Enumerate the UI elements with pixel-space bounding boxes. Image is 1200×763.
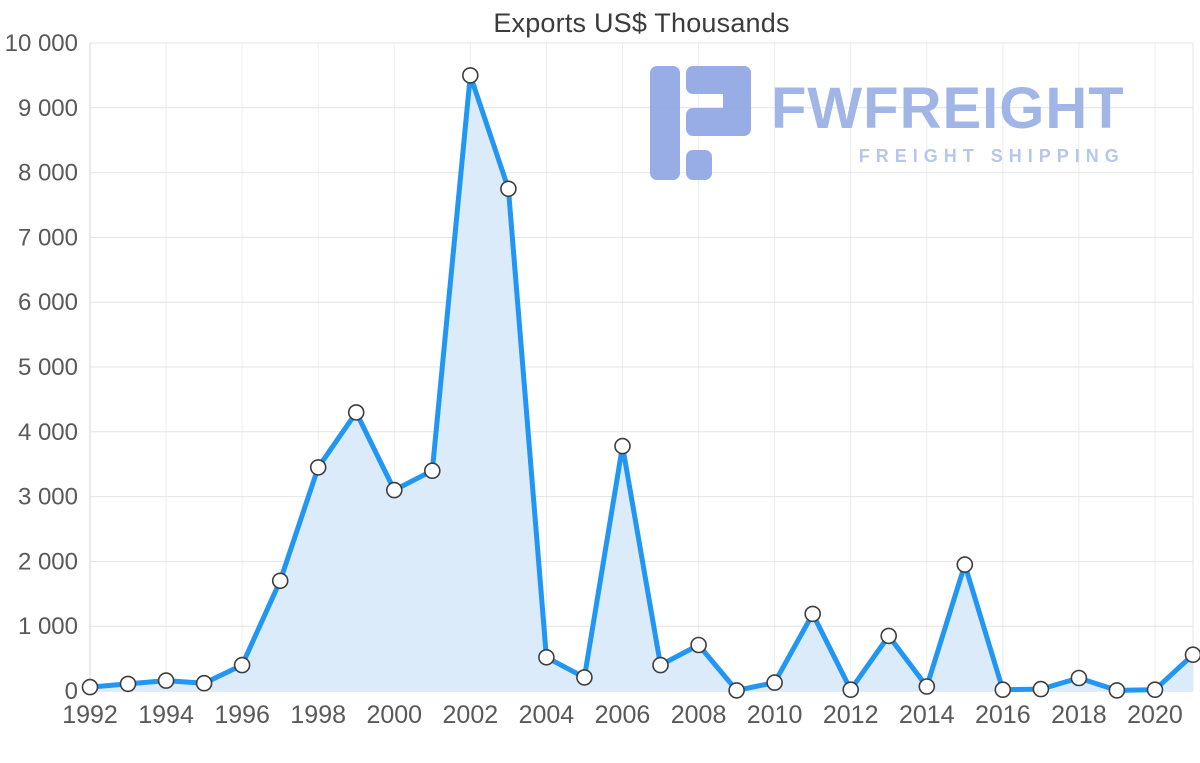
y-axis-tick-label: 3 000	[18, 484, 78, 511]
data-point-marker	[1146, 681, 1164, 699]
x-axis-tick-label: 2014	[899, 701, 955, 729]
data-point-marker	[347, 404, 365, 421]
y-axis-tick-label: 1 000	[18, 613, 78, 640]
y-axis-tick-label: 6 000	[18, 289, 78, 316]
x-axis-tick-label: 2018	[1051, 701, 1107, 729]
y-axis-tick-label: 7 000	[18, 224, 78, 251]
data-point-marker	[271, 572, 289, 590]
series-area	[90, 75, 1193, 691]
data-point-marker	[994, 681, 1012, 699]
data-point-marker	[157, 672, 175, 689]
data-point-marker	[728, 682, 745, 699]
x-axis-tick-label: 2004	[519, 701, 575, 729]
data-point-marker	[652, 656, 669, 674]
y-axis-tick-label: 8 000	[18, 160, 78, 187]
x-axis-tick-label: 2000	[366, 701, 422, 729]
x-axis-tick-label: 2020	[1127, 701, 1183, 729]
data-point-marker	[766, 674, 783, 691]
y-axis-tick-label: 9 000	[18, 95, 78, 122]
data-point-marker	[423, 462, 441, 480]
data-point-marker	[690, 636, 707, 654]
x-axis-tick-label: 2010	[747, 701, 803, 729]
y-axis-tick-label: 4 000	[18, 419, 78, 446]
data-point-marker	[576, 669, 593, 686]
x-axis-tick-label: 1992	[62, 701, 118, 729]
x-axis-tick-label: 1996	[214, 701, 270, 729]
y-axis-tick-label: 2 000	[18, 548, 78, 575]
y-axis-tick-label: 0	[65, 678, 78, 705]
data-point-marker	[614, 437, 631, 455]
data-point-marker	[842, 681, 860, 699]
x-axis-tick-label: 2002	[443, 701, 499, 729]
data-point-marker	[1070, 669, 1088, 687]
x-axis-tick-label: 2012	[823, 701, 879, 729]
data-point-marker	[81, 678, 99, 696]
y-axis-tick-label: 5 000	[18, 354, 78, 381]
y-axis-tick-label: 10 000	[5, 30, 78, 57]
data-point-marker	[538, 648, 555, 666]
data-point-marker	[880, 627, 898, 645]
data-point-marker	[1108, 682, 1126, 699]
data-point-marker	[918, 678, 936, 695]
x-axis-tick-label: 2006	[595, 701, 651, 729]
chart-title: Exports US$ Thousands	[493, 8, 790, 38]
data-point-marker	[804, 605, 822, 623]
data-point-marker	[195, 674, 213, 692]
data-point-marker	[500, 180, 517, 198]
data-point-marker	[385, 481, 403, 499]
data-point-marker	[461, 67, 479, 84]
data-point-marker	[956, 556, 974, 573]
data-point-marker	[1032, 680, 1050, 698]
x-axis-tick-label: 1994	[138, 701, 194, 729]
data-point-marker	[1184, 646, 1200, 663]
x-axis-tick-label: 2016	[975, 701, 1031, 729]
data-point-marker	[119, 675, 137, 693]
data-point-marker	[309, 459, 327, 476]
x-axis-tick-label: 2008	[671, 701, 727, 729]
data-point-marker	[233, 656, 251, 674]
x-axis-tick-label: 1998	[290, 701, 346, 729]
